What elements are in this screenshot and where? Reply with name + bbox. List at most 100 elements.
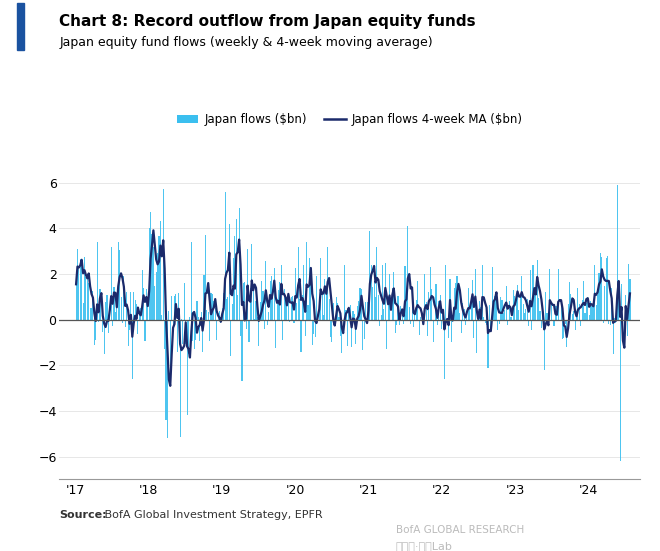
Bar — [529, 270, 531, 320]
Bar — [167, 320, 168, 438]
Bar — [587, 297, 588, 320]
Bar — [354, 314, 355, 320]
Bar — [264, 320, 265, 329]
Legend: Japan flows ($bn), Japan flows 4-week MA ($bn): Japan flows ($bn), Japan flows 4-week MA… — [172, 108, 527, 131]
Bar — [580, 320, 581, 327]
Bar — [615, 320, 616, 323]
Bar — [407, 226, 409, 320]
Bar — [220, 320, 221, 323]
Bar — [222, 308, 223, 320]
Bar — [520, 297, 521, 320]
Bar — [414, 313, 415, 320]
Bar — [133, 293, 134, 320]
Bar — [126, 291, 127, 320]
Bar — [548, 320, 549, 326]
Bar — [441, 320, 442, 329]
Bar — [177, 320, 178, 352]
Bar — [232, 304, 233, 320]
Bar — [541, 320, 542, 328]
Bar — [174, 296, 175, 320]
Bar — [410, 320, 411, 324]
Bar — [108, 320, 109, 332]
Bar — [223, 293, 224, 320]
Bar — [205, 235, 206, 320]
Bar — [267, 320, 268, 325]
Bar — [278, 290, 279, 320]
Bar — [125, 320, 126, 327]
Bar — [597, 295, 598, 320]
Bar — [572, 314, 573, 320]
Bar — [444, 320, 445, 379]
Bar — [600, 253, 601, 320]
Bar — [375, 297, 376, 320]
Bar — [573, 311, 574, 320]
Bar — [172, 320, 174, 330]
Bar — [565, 320, 566, 325]
Bar — [114, 287, 115, 320]
Bar — [326, 288, 327, 320]
Bar — [386, 320, 387, 349]
Bar — [399, 320, 400, 326]
Bar — [525, 309, 527, 320]
Bar — [340, 320, 341, 336]
Bar — [479, 301, 480, 320]
Bar — [157, 253, 158, 320]
Bar — [428, 291, 430, 320]
Bar — [285, 295, 286, 320]
Bar — [96, 242, 98, 320]
Bar — [397, 296, 399, 320]
Bar — [94, 320, 95, 345]
Bar — [81, 262, 82, 320]
Bar — [560, 306, 562, 320]
Bar — [255, 301, 257, 320]
Bar — [452, 320, 453, 322]
Bar — [292, 295, 293, 320]
Bar — [271, 276, 272, 320]
Bar — [448, 320, 449, 338]
Bar — [416, 300, 417, 320]
Bar — [362, 320, 364, 349]
Bar — [607, 256, 608, 320]
Bar — [368, 300, 369, 320]
Bar — [402, 310, 403, 320]
Bar — [250, 288, 251, 320]
Bar — [475, 269, 476, 320]
Bar — [247, 249, 248, 320]
Bar — [115, 312, 116, 320]
Bar — [476, 320, 477, 353]
Bar — [518, 310, 519, 320]
Bar — [393, 272, 394, 320]
Bar — [277, 299, 278, 320]
Bar — [140, 309, 141, 320]
Bar — [364, 320, 365, 338]
Bar — [621, 284, 622, 320]
Bar — [171, 296, 172, 320]
Bar — [611, 288, 612, 320]
Bar — [146, 289, 147, 320]
Bar — [305, 320, 306, 336]
Bar — [589, 315, 590, 320]
Bar — [500, 298, 501, 320]
Bar — [117, 242, 119, 320]
Bar — [458, 289, 459, 320]
Bar — [586, 302, 587, 320]
Bar — [392, 288, 393, 320]
Text: BofA GLOBAL RESEARCH: BofA GLOBAL RESEARCH — [396, 525, 524, 534]
Bar — [625, 295, 626, 320]
Bar — [616, 185, 618, 320]
Bar — [202, 320, 203, 352]
Bar — [335, 297, 337, 320]
Bar — [403, 320, 404, 324]
Bar — [496, 300, 497, 320]
Bar — [492, 267, 493, 320]
Bar — [594, 265, 595, 320]
Bar — [319, 306, 320, 320]
Bar — [182, 320, 183, 344]
Bar — [483, 317, 484, 320]
Bar — [82, 302, 84, 320]
Bar — [550, 302, 552, 320]
Bar — [313, 320, 314, 334]
Bar — [310, 267, 312, 320]
Bar — [366, 302, 368, 320]
Bar — [383, 309, 385, 320]
